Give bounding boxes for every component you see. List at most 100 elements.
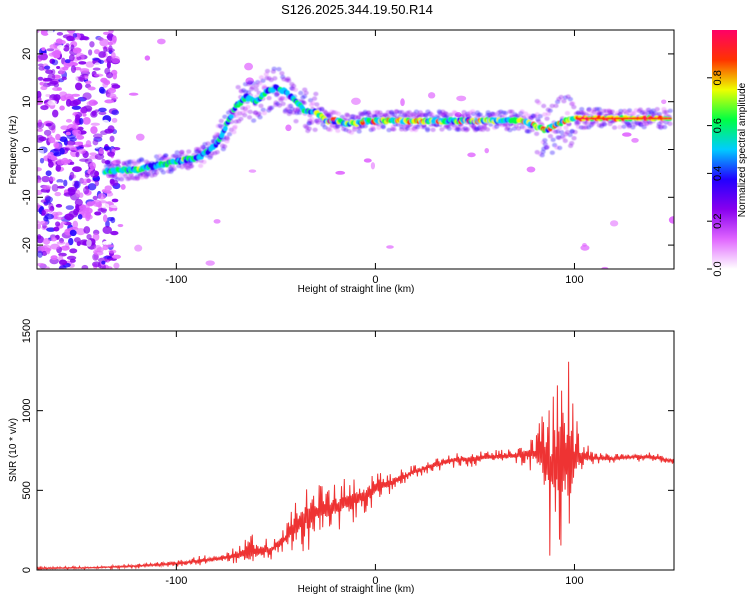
heatmap-cell	[507, 127, 513, 133]
heatmap-cell	[37, 250, 43, 258]
heatmap-cell	[356, 129, 362, 134]
heatmap-cell	[55, 133, 61, 141]
heatmap-cell	[115, 159, 121, 164]
heatmap-cell	[37, 32, 40, 41]
y-tick-label: 0	[21, 567, 33, 573]
heatmap-cell	[245, 104, 251, 110]
heatmap-cell	[115, 177, 121, 182]
heatmap-cell	[65, 128, 72, 133]
y-tick-label: 20	[21, 48, 33, 60]
heatmap-cell	[38, 136, 47, 142]
y-tick-label: 500	[21, 481, 33, 499]
heatmap-cell	[144, 55, 151, 61]
heatmap-cell	[271, 66, 277, 72]
heatmap-cell	[224, 136, 231, 141]
y-tick-label: 1000	[21, 398, 33, 422]
heatmap-cell	[93, 73, 104, 77]
heatmap-cell	[556, 125, 562, 131]
heatmap-cell	[238, 116, 244, 122]
heatmap-cell	[98, 147, 104, 155]
heatmap-cell	[92, 233, 100, 241]
heatmap-cell	[335, 111, 342, 116]
heatmap-cell	[41, 250, 48, 257]
heatmap-cell	[69, 258, 76, 263]
heatmap-cell	[65, 242, 70, 248]
heatmap-cell	[55, 38, 63, 44]
heatmap-cell	[631, 111, 637, 116]
heatmap-cell	[69, 171, 75, 180]
heatmap-cell	[386, 245, 394, 249]
heatmap-cell	[67, 186, 78, 193]
heatmap-cell	[81, 178, 92, 184]
heatmap-cell	[37, 262, 45, 267]
y-tick-label: -10	[21, 189, 33, 205]
heatmap-cell	[41, 175, 50, 183]
heatmap-cell	[311, 96, 318, 101]
heatmap-cell	[37, 76, 44, 81]
colorbar-label: Normalized spectral amplitude	[737, 82, 748, 217]
heatmap-cell	[37, 128, 43, 132]
heatmap-cell	[509, 109, 515, 114]
heatmap-cell	[37, 234, 42, 240]
x-tick-label: -100	[165, 274, 187, 286]
heatmap-cell	[618, 108, 624, 114]
heatmap-cell	[655, 194, 665, 198]
heatmap-cell	[60, 125, 69, 130]
heatmap-cell	[98, 200, 107, 204]
heatmap-cell	[57, 185, 65, 189]
heatmap-cell	[47, 99, 58, 106]
heatmap-cell	[37, 167, 42, 172]
heatmap-cell	[97, 207, 108, 213]
snr-y-axis-label: SNR (10 * v/v)	[8, 418, 19, 482]
heatmap-cell	[111, 198, 119, 203]
heatmap-cell	[101, 260, 106, 265]
heatmap-cell	[547, 134, 554, 139]
heatmap-cell	[234, 113, 240, 119]
heatmap-cell	[345, 113, 351, 118]
heatmap-cell	[46, 227, 56, 232]
heatmap-cell	[85, 61, 95, 68]
heatmap-cell	[139, 63, 149, 70]
heatmap-cell	[584, 120, 590, 126]
heatmap-cell	[60, 221, 67, 225]
heatmap-cell	[64, 213, 75, 221]
heatmap-cell	[135, 176, 141, 181]
heatmap-cell	[601, 266, 609, 269]
y-tick-label: 0	[21, 146, 33, 152]
heatmap-cell	[55, 216, 65, 220]
heatmap-cell	[65, 144, 75, 149]
heatmap-cell	[293, 118, 299, 124]
heatmap-cell	[37, 223, 42, 230]
heatmap-cell	[120, 184, 126, 190]
heatmap-cell	[92, 195, 98, 201]
colorbar-tick-label: 0.6	[712, 118, 724, 133]
heatmap-cell	[580, 244, 590, 251]
heatmap-cell	[539, 153, 545, 158]
heatmap-cell	[97, 59, 105, 64]
heatmap-cell	[92, 139, 99, 146]
heatmap-cell	[53, 54, 61, 58]
heatmap-cell	[64, 59, 71, 64]
y-tick-label: -20	[21, 237, 33, 253]
heatmap-cell	[570, 101, 576, 106]
heatmap-cell	[77, 213, 83, 220]
heatmap-cell	[94, 180, 100, 187]
heatmap-cell	[609, 220, 619, 227]
heatmap-cell	[37, 90, 42, 99]
heatmap-cell	[50, 255, 58, 261]
heatmap-cell	[108, 249, 117, 254]
heatmap-cell	[571, 135, 577, 141]
heatmap-cell	[400, 98, 405, 107]
heatmap-cell	[65, 118, 72, 123]
heatmap-cell	[102, 81, 109, 88]
heatmap-cell	[569, 141, 575, 146]
heatmap-cell	[69, 100, 79, 107]
page-title: S126.2025.344.19.50.R14	[281, 2, 433, 17]
heatmap-cell	[37, 97, 42, 105]
heatmap-cell	[70, 65, 77, 74]
heatmap-cell	[263, 72, 269, 77]
heatmap-cell	[313, 91, 319, 97]
heatmap-cell	[40, 105, 49, 111]
